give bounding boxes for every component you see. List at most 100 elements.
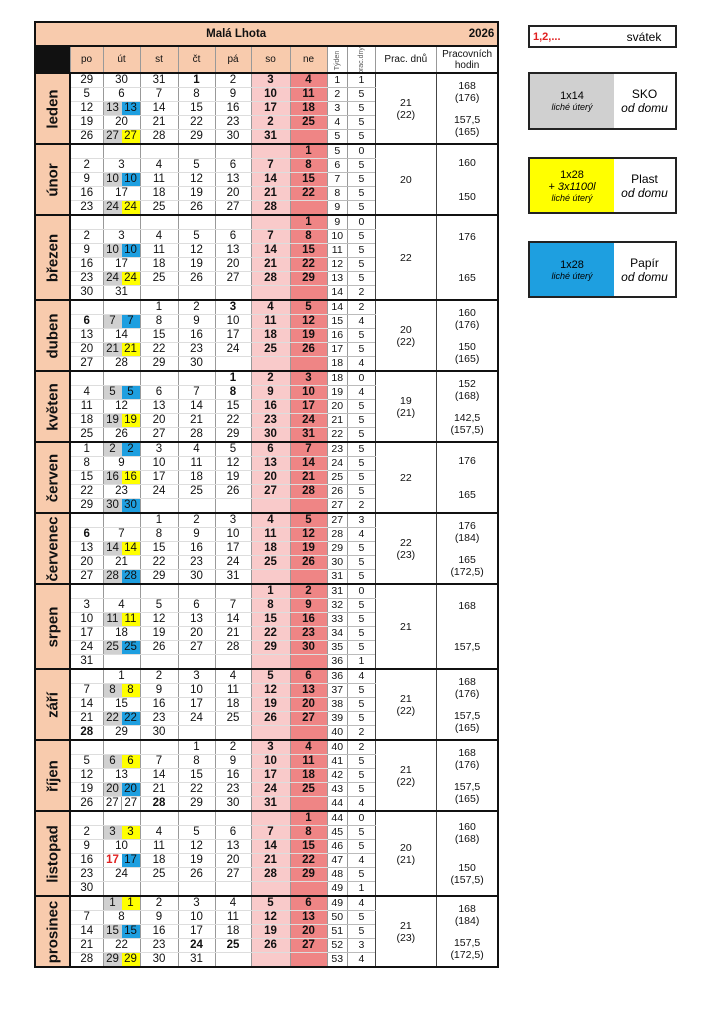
month-hours: 176 165 [435,214,499,300]
day-cell: 20 [177,626,215,641]
split-day: 25 25 [104,641,140,654]
day-cell: 2 [289,583,327,599]
workdays-alt: (22) [396,108,416,121]
split-day: 22 22 [104,712,140,725]
split-day: 13 13 [104,102,140,115]
day-cell: 5 [177,825,215,840]
legend-plast-frequency: 1x28 [560,168,584,181]
day-cell [69,895,103,911]
week-row: 16 17 18 19 20 21 22 12 5 [35,257,498,272]
hours-group: 160 (168) [437,821,497,845]
paper-pickup-day: 10 [121,173,140,186]
day-cell: 20 [214,186,251,201]
day-cell: 25 [289,115,327,130]
split-day: 27 27 [104,797,140,810]
week-number: 37 [326,683,348,698]
day-cell: 19 [250,924,290,939]
day-cell: 4 [102,598,140,613]
day-cell [250,285,290,301]
week-number: 10 [326,229,348,244]
hours-group: 168 (184) [437,903,497,927]
day-cell: 11 [139,243,178,258]
hours-alt: (157,5) [450,423,484,436]
month-hours: 168 (184) 157,5 (172,5) [435,895,499,967]
day-cell: 13 13 [102,101,140,116]
day-cell: 8 [139,527,178,542]
day-cell [139,739,178,755]
day-cell [289,569,327,585]
day-cell: 5 [69,754,103,769]
day-cell: 3 [289,370,327,386]
day-cell: 4 [250,299,290,315]
week-row: 12 13 14 15 16 17 18 42 5 [35,768,498,783]
day-cell: 17 [289,399,327,414]
day-cell [250,881,290,897]
day-cell: 13 [289,910,327,925]
day-cell: 8 [102,910,140,925]
day-cell: 2 [250,115,290,130]
day-cell: 16 [69,853,103,868]
week-row: červenec 1 2 3 4 5 27 3 22 (23) 176 (184) 165 (172,5) [34,512,499,584]
week-number: 47 [326,853,348,868]
paper-pickup-day: 22 [121,712,140,725]
day-cell: 4 [250,512,290,528]
day-cell: 17 17 [102,853,140,868]
sko-pickup-day: 30 [104,499,122,512]
week-row: leden 29 30 31 1 2 3 4 1 1 21 (22) 168 (176) 157,5 (165… [34,72,499,144]
day-cell: 18 [289,768,327,783]
legend-holiday-label: svátek [626,29,662,44]
day-cell: 23 [69,867,103,882]
split-day: 27 27 [104,130,140,143]
split-day: 20 20 [104,783,140,796]
day-cell: 9 [289,598,327,613]
day-cell [289,356,327,372]
hours-value: 150 [458,190,476,203]
month-hours: 152 (168) 142,5 (157,5) [435,370,499,442]
hours-group: 157,5 (172,5) [437,937,497,961]
day-cell: 20 [69,342,103,357]
split-day: 17 17 [104,854,140,867]
sko-pickup-day: 16 [104,471,122,484]
header-row: po út st čt pá so ne Týden prac.dny Prac… [34,46,499,74]
day-cell: 7 [250,229,290,244]
week-number: 17 [326,342,348,357]
day-cell: 1 [289,143,327,159]
day-cell: 30 [69,285,103,301]
day-cell: 17 [214,541,251,556]
header-workdays: Prac. dnů [374,46,437,74]
day-cell: 14 [250,243,290,258]
day-cell [214,952,251,968]
day-cell [177,725,215,741]
day-cell: 24 24 [102,200,140,216]
day-cell: 22 [289,257,327,272]
day-cell: 9 [177,314,215,329]
workdays-value: 20 [399,173,412,186]
day-cell: 21 [139,782,178,797]
header-st: st [139,46,178,74]
paper-pickup-day: 28 [121,570,140,583]
day-cell: 29 [250,640,290,655]
sko-pickup-day: 27 [104,797,121,810]
day-cell: 1 [214,370,251,386]
month-workdays: 22 (23) [374,512,437,584]
day-cell: 12 [250,683,290,698]
week-number: 39 [326,711,348,726]
day-cell: 23 [250,413,290,428]
week-row: 3 4 5 6 7 8 9 32 5 [35,598,498,613]
month-workdays: 21 (23) [374,895,437,967]
day-cell: 10 [69,612,103,627]
week-number: 42 [326,768,348,783]
workdays-in-week: 5 [346,768,376,783]
day-cell: 13 [214,839,251,854]
day-cell: 23 [214,782,251,797]
week-row: 2 3 3 4 5 6 7 8 45 5 [35,825,498,840]
day-cell: 26 [177,200,215,216]
week-row: listopad 1 44 0 20 (21) 160 (168) 150 (157,5) [34,810,499,896]
day-cell: 28 [139,129,178,145]
day-cell: 6 [102,87,140,102]
day-cell: 4 [139,825,178,840]
day-cell: 24 [214,342,251,357]
legend-sko: 1x14 liché úterý SKO od domu [528,72,677,130]
sko-pickup-day: 20 [104,783,122,796]
